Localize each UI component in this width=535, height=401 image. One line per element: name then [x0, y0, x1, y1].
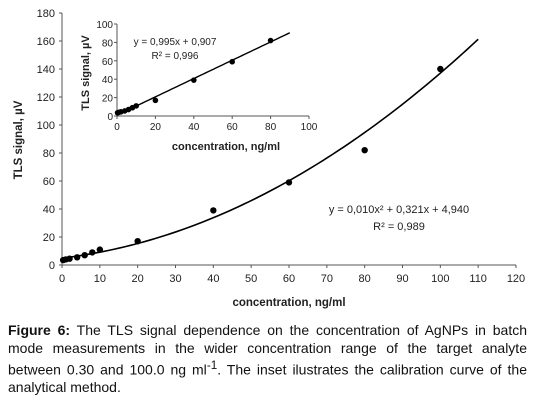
main-data-point [73, 254, 81, 261]
inset-x-tick-label: 100 [301, 122, 318, 133]
inset-y-tick-label: 80 [102, 38, 114, 49]
inset-fit-line [116, 32, 291, 116]
caption-superscript: -1 [206, 359, 218, 372]
main-points [59, 65, 444, 264]
main-data-point [96, 246, 104, 253]
main-x-tick-label: 120 [507, 273, 525, 285]
caption-label: Figure 6: [8, 322, 71, 338]
main-x-tick-label: 30 [169, 273, 181, 285]
main-data-point [210, 207, 217, 214]
main-x-tick-label: 110 [469, 273, 487, 285]
inset-x-tick-label: 0 [114, 122, 120, 133]
inset-data-point [133, 103, 139, 109]
main-y-tick-label: 20 [43, 232, 55, 244]
main-x-tick-label: 40 [207, 273, 219, 285]
caption-text-end: . The inset ilustrates the calibration c… [8, 361, 527, 396]
main-y-tick-label: 180 [37, 8, 55, 20]
main-data-point [66, 255, 73, 262]
main-data-point [81, 252, 88, 259]
inset-chart: 0 20 40 60 80 100 0 20 40 60 80 100 concentration, … [80, 20, 332, 153]
inset-axes [116, 24, 309, 117]
main-data-point [361, 147, 368, 154]
inset-x-axis-label: concentration, ng/ml [172, 141, 280, 153]
main-x-tick-label: 50 [245, 273, 257, 285]
main-data-point [437, 65, 444, 73]
main-y-tick-label: 40 [43, 204, 55, 216]
main-x-tick-label: 70 [321, 273, 333, 285]
main-x-tick-label: 100 [431, 273, 449, 285]
main-y-tick-label: 140 [37, 64, 55, 76]
main-y-tick-label: 100 [37, 120, 55, 132]
inset-data-point [152, 97, 159, 104]
inset-fit-r2: R² = 0,996 [152, 51, 199, 62]
main-data-point [134, 238, 141, 245]
inset-y-axis-label: TLS signal, µV [80, 35, 92, 111]
inset-y-tick-label: 20 [102, 94, 114, 105]
inset-y-tick-label: 40 [102, 75, 114, 86]
inset-background [110, 22, 332, 152]
inset-data-point [229, 58, 235, 65]
main-data-point [285, 179, 293, 186]
figure-caption: Figure 6: The TLS signal dependence on t… [8, 322, 527, 397]
inset-points [114, 37, 274, 116]
inset-x-tick-label: 60 [227, 122, 239, 133]
inset-y-tick-label: 0 [107, 112, 113, 123]
inset-x-tick-label: 20 [150, 122, 162, 133]
main-x-tick-label: 0 [59, 273, 65, 285]
inset-data-point [267, 37, 274, 44]
main-y-tick-label: 80 [43, 148, 55, 160]
main-x-tick-label: 20 [132, 273, 144, 285]
main-y-axis-label: TLS signal, µV [13, 100, 25, 179]
main-data-point [89, 249, 96, 256]
main-x-tick-label: 90 [396, 273, 408, 285]
main-x-tick-label: 80 [359, 273, 371, 285]
main-y-tick-label: 60 [43, 176, 55, 188]
caption-text: The TLS signal dependence on the concent… [8, 322, 527, 378]
main-chart: 0 10 20 30 40 50 60 70 80 90 100 110 120 0 20 40 60 80 100… [13, 8, 525, 309]
inset-y-tick-label: 100 [96, 20, 113, 31]
inset-y-tick-label: 60 [102, 57, 114, 68]
main-fit-equation: y = 0,010x² + 0,321x + 4,940 [329, 204, 469, 216]
inset-x-tick-label: 40 [188, 122, 200, 133]
inset-ticks: 0 20 40 60 80 100 0 20 40 60 80 100 [96, 20, 317, 133]
main-x-tick-label: 10 [94, 273, 106, 285]
main-fit-curve [61, 38, 479, 259]
main-y-tick-label: 120 [37, 92, 55, 104]
inset-data-point [191, 77, 197, 83]
main-x-tick-label: 60 [283, 273, 295, 285]
main-fit-r2: R² = 0,989 [373, 221, 425, 233]
inset-fit-equation: y = 0,995x + 0,907 [134, 37, 217, 48]
inset-x-tick-label: 80 [265, 122, 277, 133]
main-y-tick-label: 0 [49, 260, 55, 272]
main-x-axis-label: concentration, ng/ml [232, 297, 345, 309]
main-ticks: 0 10 20 30 40 50 60 70 80 90 100 110 120 0 20 40 60 80 100… [37, 8, 526, 285]
main-y-tick-label: 160 [37, 36, 55, 48]
